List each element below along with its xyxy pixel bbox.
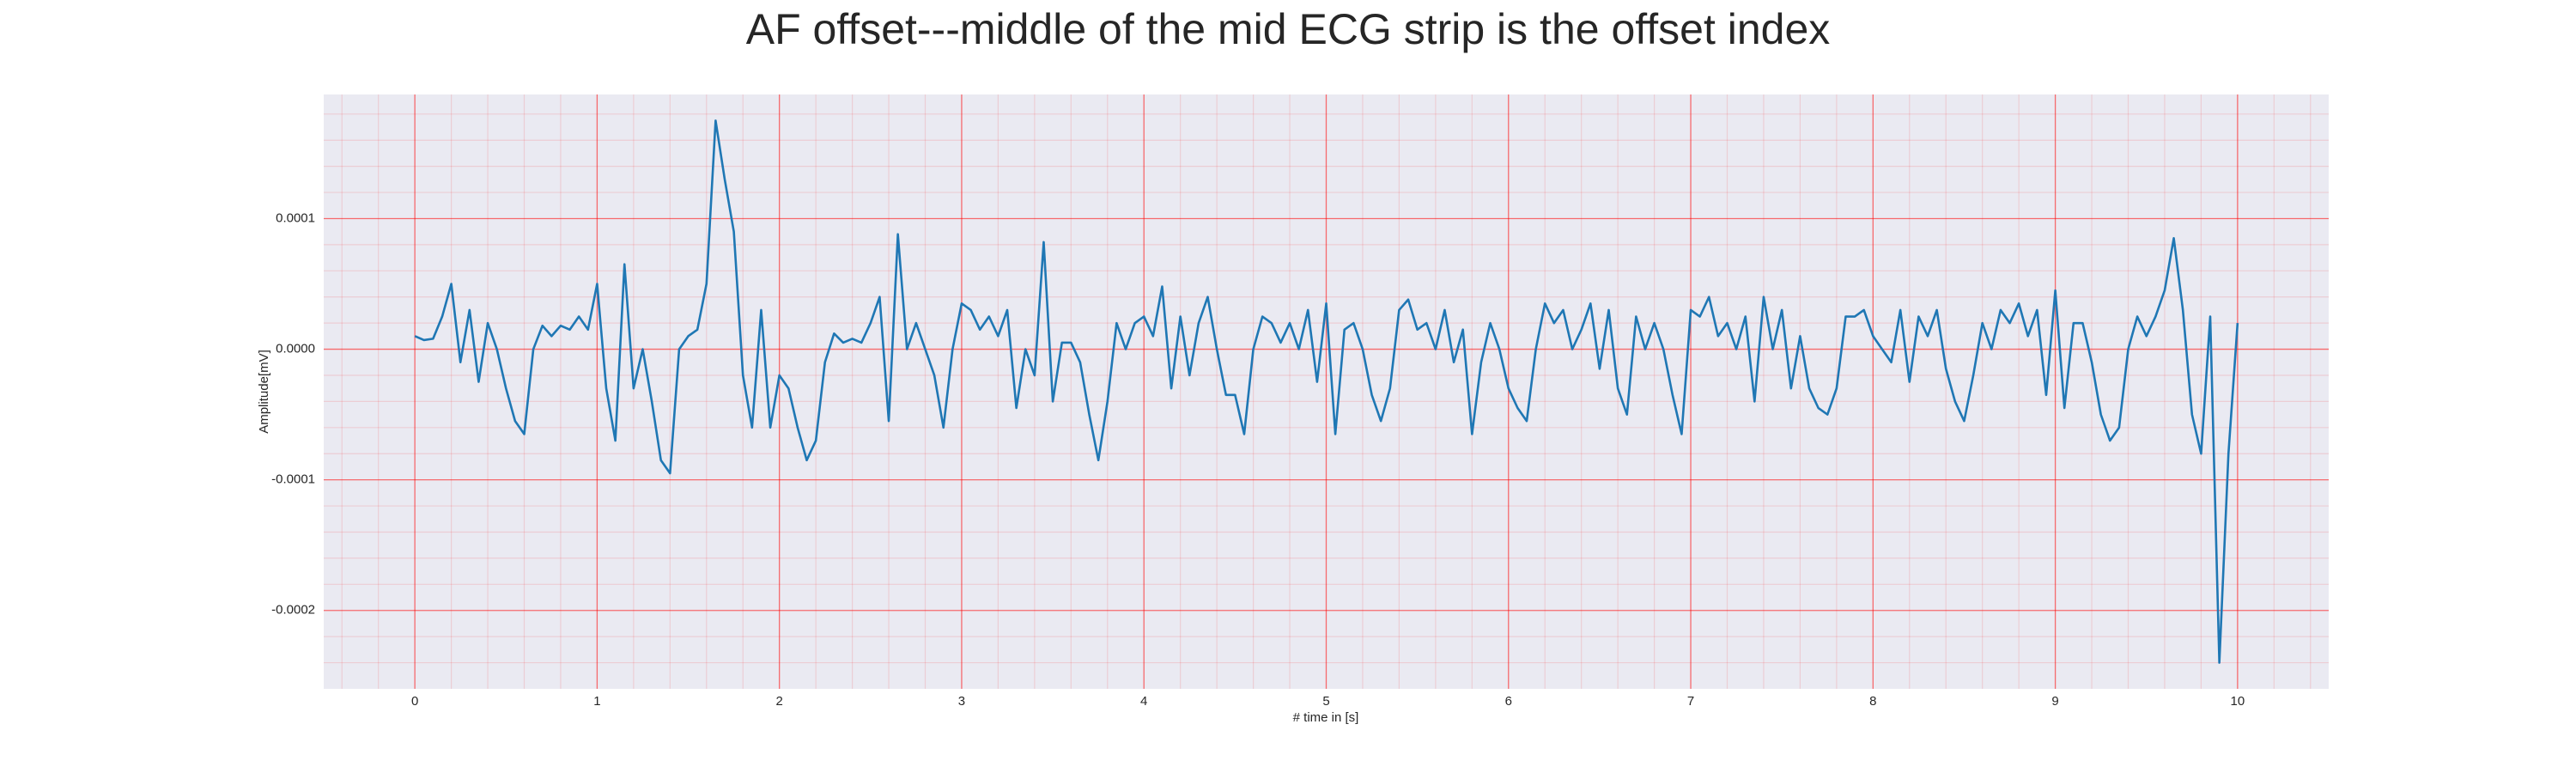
- y-tick-label: -0.0002: [271, 603, 315, 618]
- x-axis-label: # time in [s]: [1293, 710, 1359, 725]
- chart-title: AF offset---middle of the mid ECG strip …: [746, 5, 1831, 53]
- x-tick-label: 9: [2051, 694, 2058, 709]
- x-tick-label: 6: [1505, 694, 1512, 709]
- x-tick-label: 4: [1140, 694, 1147, 709]
- x-tick-label: 10: [2231, 694, 2245, 709]
- y-axis-label: Amplitude[mV]: [257, 350, 271, 434]
- y-tick-label: 0.0001: [276, 210, 315, 225]
- x-tick-label: 0: [411, 694, 418, 709]
- ecg-line: [414, 119, 2239, 664]
- y-tick-label: 0.0000: [276, 342, 315, 356]
- x-tick-label: 3: [958, 694, 965, 709]
- x-tick-label: 1: [593, 694, 600, 709]
- x-tick-label: 2: [776, 694, 783, 709]
- x-tick-label: 8: [1869, 694, 1876, 709]
- x-tick-label: 5: [1322, 694, 1329, 709]
- y-tick-label: -0.0001: [271, 472, 315, 487]
- x-tick-label: 7: [1687, 694, 1694, 709]
